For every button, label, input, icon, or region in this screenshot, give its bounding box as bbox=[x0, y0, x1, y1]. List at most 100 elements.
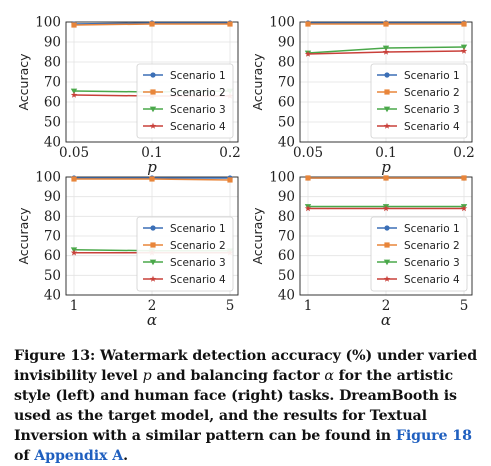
x-tick-label: 1 bbox=[70, 298, 79, 314]
legend-label-scenario-3: Scenario 3 bbox=[404, 104, 460, 116]
y-tick-label: 100 bbox=[269, 15, 295, 31]
legend-label-scenario-1: Scenario 1 bbox=[404, 70, 460, 82]
data-point-scenario-4 bbox=[304, 50, 312, 57]
x-tick-label: 0.05 bbox=[293, 145, 323, 161]
x-tick-label: 0.1 bbox=[141, 145, 162, 161]
data-point-scenario-3 bbox=[70, 88, 78, 95]
y-axis-label: Accuracy bbox=[250, 207, 265, 265]
data-point-scenario-2 bbox=[461, 21, 467, 27]
x-tick-label: 5 bbox=[460, 298, 469, 314]
legend-label-scenario-2: Scenario 2 bbox=[170, 240, 226, 252]
y-tick-label: 70 bbox=[278, 229, 295, 245]
legend-marker-scenario-4 bbox=[383, 275, 391, 282]
data-point-scenario-4 bbox=[70, 91, 78, 98]
legend-label-scenario-3: Scenario 3 bbox=[170, 104, 226, 116]
x-axis-label: p bbox=[147, 158, 157, 176]
y-tick-label: 100 bbox=[35, 170, 61, 186]
legend-marker-scenario-4 bbox=[149, 122, 157, 129]
legend-label-scenario-4: Scenario 4 bbox=[404, 274, 460, 286]
y-tick-label: 50 bbox=[278, 115, 295, 131]
y-tick-label: 60 bbox=[44, 95, 61, 111]
legend-box bbox=[370, 63, 468, 139]
chart-panel-3: 40 50 60 70 80 90 100 1 2 5 α Accuracy Scenario 1 Sce… bbox=[16, 170, 239, 329]
y-tick-label: 70 bbox=[278, 75, 295, 91]
legend-marker-scenario-1 bbox=[384, 225, 390, 231]
legend-marker-scenario-3 bbox=[383, 106, 391, 113]
x-tick-label: 0.2 bbox=[219, 145, 240, 161]
caption-symbol-alpha: α bbox=[324, 368, 334, 384]
figure-caption: Figure 13: Watermark detection accuracy … bbox=[14, 346, 480, 466]
legend-label-scenario-2: Scenario 2 bbox=[404, 240, 460, 252]
y-tick-label: 70 bbox=[44, 75, 61, 91]
data-point-scenario-2 bbox=[149, 176, 155, 182]
legend-marker-scenario-4 bbox=[383, 122, 391, 129]
y-tick-label: 60 bbox=[44, 248, 61, 264]
y-tick-label: 40 bbox=[44, 135, 61, 151]
legend-box bbox=[370, 216, 468, 292]
data-point-scenario-4 bbox=[460, 205, 468, 212]
data-point-scenario-4 bbox=[382, 48, 390, 55]
data-point-scenario-4 bbox=[382, 205, 390, 212]
data-point-scenario-2 bbox=[305, 21, 311, 27]
legend-label-scenario-2: Scenario 2 bbox=[404, 87, 460, 99]
chart-panel-4: 40 50 60 70 80 90 100 1 2 5 α Accuracy Scenario 1 Sce… bbox=[250, 170, 473, 329]
data-point-scenario-2 bbox=[227, 21, 233, 27]
x-tick-label: 0.05 bbox=[59, 145, 89, 161]
y-tick-label: 70 bbox=[44, 229, 61, 245]
y-tick-label: 40 bbox=[278, 135, 295, 151]
y-tick-label: 50 bbox=[278, 268, 295, 284]
caption-text-3: for the artistic style (left) and human … bbox=[14, 368, 457, 444]
y-tick-label: 90 bbox=[278, 189, 295, 205]
y-tick-label: 80 bbox=[278, 55, 295, 71]
legend-label-scenario-2: Scenario 2 bbox=[170, 87, 226, 99]
data-point-scenario-2 bbox=[227, 177, 233, 183]
legend-marker-scenario-3 bbox=[149, 106, 157, 113]
chart-panel-1: 40 50 60 70 80 90 100 0.05 0.1 0.2 p Accuracy Scenar… bbox=[16, 15, 241, 177]
data-point-scenario-4 bbox=[304, 205, 312, 212]
data-point-scenario-3 bbox=[382, 45, 390, 52]
x-axis-label: p bbox=[381, 158, 391, 176]
legend-label-scenario-4: Scenario 4 bbox=[404, 121, 460, 133]
x-tick-label: 5 bbox=[226, 298, 235, 314]
legend-label-scenario-3: Scenario 3 bbox=[404, 257, 460, 269]
figure-charts: 40 50 60 70 80 90 100 0.05 0.1 0.2 p Accuracy Scenar… bbox=[16, 15, 475, 330]
y-tick-label: 80 bbox=[278, 209, 295, 225]
x-tick-label: 2 bbox=[382, 298, 391, 314]
y-tick-label: 90 bbox=[278, 35, 295, 51]
legend-label-scenario-1: Scenario 1 bbox=[170, 223, 226, 235]
legend-label-scenario-1: Scenario 1 bbox=[404, 223, 460, 235]
x-tick-label: 0.1 bbox=[375, 145, 396, 161]
x-tick-label: 2 bbox=[148, 298, 157, 314]
legend-marker-scenario-1 bbox=[150, 72, 156, 78]
legend-label-scenario-1: Scenario 1 bbox=[170, 70, 226, 82]
legend-box bbox=[136, 63, 234, 139]
figure-18-link[interactable]: Figure 18 bbox=[395, 428, 472, 444]
y-tick-label: 40 bbox=[44, 288, 61, 304]
legend-marker-scenario-2 bbox=[150, 89, 156, 95]
legend-marker-scenario-2 bbox=[150, 242, 156, 248]
data-point-scenario-2 bbox=[383, 21, 389, 27]
data-point-scenario-2 bbox=[383, 175, 389, 181]
data-point-scenario-4 bbox=[460, 47, 468, 54]
y-axis-label: Accuracy bbox=[16, 207, 31, 265]
legend-marker-scenario-1 bbox=[150, 225, 156, 231]
data-point-scenario-2 bbox=[71, 176, 77, 182]
legend-label-scenario-4: Scenario 4 bbox=[170, 121, 226, 133]
caption-symbol-p: p bbox=[142, 368, 152, 384]
y-tick-label: 90 bbox=[44, 35, 61, 51]
y-tick-label: 60 bbox=[278, 95, 295, 111]
legend-marker-scenario-1 bbox=[384, 72, 390, 78]
legend-label-scenario-4: Scenario 4 bbox=[170, 274, 226, 286]
y-tick-label: 100 bbox=[35, 15, 61, 31]
legend-marker-scenario-2 bbox=[384, 89, 390, 95]
caption-text-1: Figure 13: Watermark detection accuracy … bbox=[14, 348, 478, 384]
legend-label-scenario-3: Scenario 3 bbox=[170, 257, 226, 269]
y-tick-label: 60 bbox=[278, 248, 295, 264]
legend-box bbox=[136, 216, 234, 292]
appendix-a-link[interactable]: Appendix A bbox=[34, 448, 124, 464]
data-point-scenario-2 bbox=[149, 21, 155, 27]
x-tick-label: 0.2 bbox=[453, 145, 474, 161]
data-point-scenario-3 bbox=[460, 44, 468, 51]
legend-marker-scenario-4 bbox=[149, 275, 157, 282]
caption-text-2: and balancing factor bbox=[151, 368, 325, 384]
